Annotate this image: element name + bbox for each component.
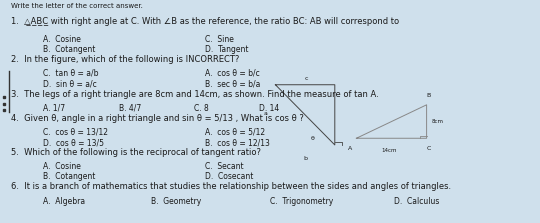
Text: D.  Tangent: D. Tangent — [205, 45, 249, 54]
Text: C: C — [427, 146, 431, 151]
Text: B.  Cotangent: B. Cotangent — [43, 172, 96, 181]
Text: 6.  It is a branch of mathematics that studies the relationship between the side: 6. It is a branch of mathematics that st… — [11, 182, 451, 191]
Text: A.  Algebra: A. Algebra — [43, 197, 85, 206]
Text: c: c — [305, 76, 308, 81]
Text: C.  Trigonometry: C. Trigonometry — [270, 197, 333, 206]
Text: B.  Cotangent: B. Cotangent — [43, 45, 96, 54]
Text: A: A — [348, 146, 352, 151]
Text: A.  Cosine: A. Cosine — [43, 162, 81, 171]
Text: D.  Cosecant: D. Cosecant — [205, 172, 254, 181]
Text: D.  cos θ = 13/5: D. cos θ = 13/5 — [43, 138, 104, 147]
Text: 14cm: 14cm — [381, 148, 396, 153]
Text: 4.  Given θ, angle in a right triangle and sin θ = 5/13 , What is cos θ ?: 4. Given θ, angle in a right triangle an… — [11, 114, 303, 123]
Text: a: a — [264, 111, 267, 116]
Text: C.  Sine: C. Sine — [205, 35, 234, 43]
Text: A. 1/7: A. 1/7 — [43, 104, 65, 113]
Text: A.  cos θ = 5/12: A. cos θ = 5/12 — [205, 127, 265, 136]
Text: 3.  The legs of a right triangle are 8cm and 14cm, as shown. Find the measure of: 3. The legs of a right triangle are 8cm … — [11, 90, 379, 99]
Text: D.  sin θ = a/c: D. sin θ = a/c — [43, 79, 97, 88]
Text: A.  Cosine: A. Cosine — [43, 35, 81, 43]
Text: D. 14: D. 14 — [259, 104, 280, 113]
Text: B: B — [426, 93, 430, 98]
Text: C.  cos θ = 13/12: C. cos θ = 13/12 — [43, 127, 108, 136]
Text: Write the letter of the correct answer.: Write the letter of the correct answer. — [11, 3, 143, 9]
Text: D.  Calculus: D. Calculus — [394, 197, 440, 206]
Text: C.  tan θ = a/b: C. tan θ = a/b — [43, 68, 99, 77]
Text: 5.  Which of the following is the reciprocal of tangent ratio?: 5. Which of the following is the recipro… — [11, 148, 261, 157]
Text: C. 8: C. 8 — [194, 104, 209, 113]
Text: A.  cos θ = b/c: A. cos θ = b/c — [205, 68, 260, 77]
Text: C.  Secant: C. Secant — [205, 162, 244, 171]
Text: B.  cos θ = 12/13: B. cos θ = 12/13 — [205, 138, 270, 147]
Text: b: b — [303, 156, 307, 161]
Text: B.  sec θ = b/a: B. sec θ = b/a — [205, 79, 261, 88]
Text: θ: θ — [310, 136, 314, 141]
Text: B.  Geometry: B. Geometry — [151, 197, 201, 206]
Text: 2.  In the figure, which of the following is INCORRECT?: 2. In the figure, which of the following… — [11, 55, 239, 64]
Text: 8cm: 8cm — [432, 119, 444, 124]
Text: B. 4/7: B. 4/7 — [119, 104, 141, 113]
Text: 1.  △̲A̲B̲C̲ with right angle at C. With ∠B as the reference, the ratio BC: AB w: 1. △̲A̲B̲C̲ with right angle at C. With … — [11, 17, 399, 26]
